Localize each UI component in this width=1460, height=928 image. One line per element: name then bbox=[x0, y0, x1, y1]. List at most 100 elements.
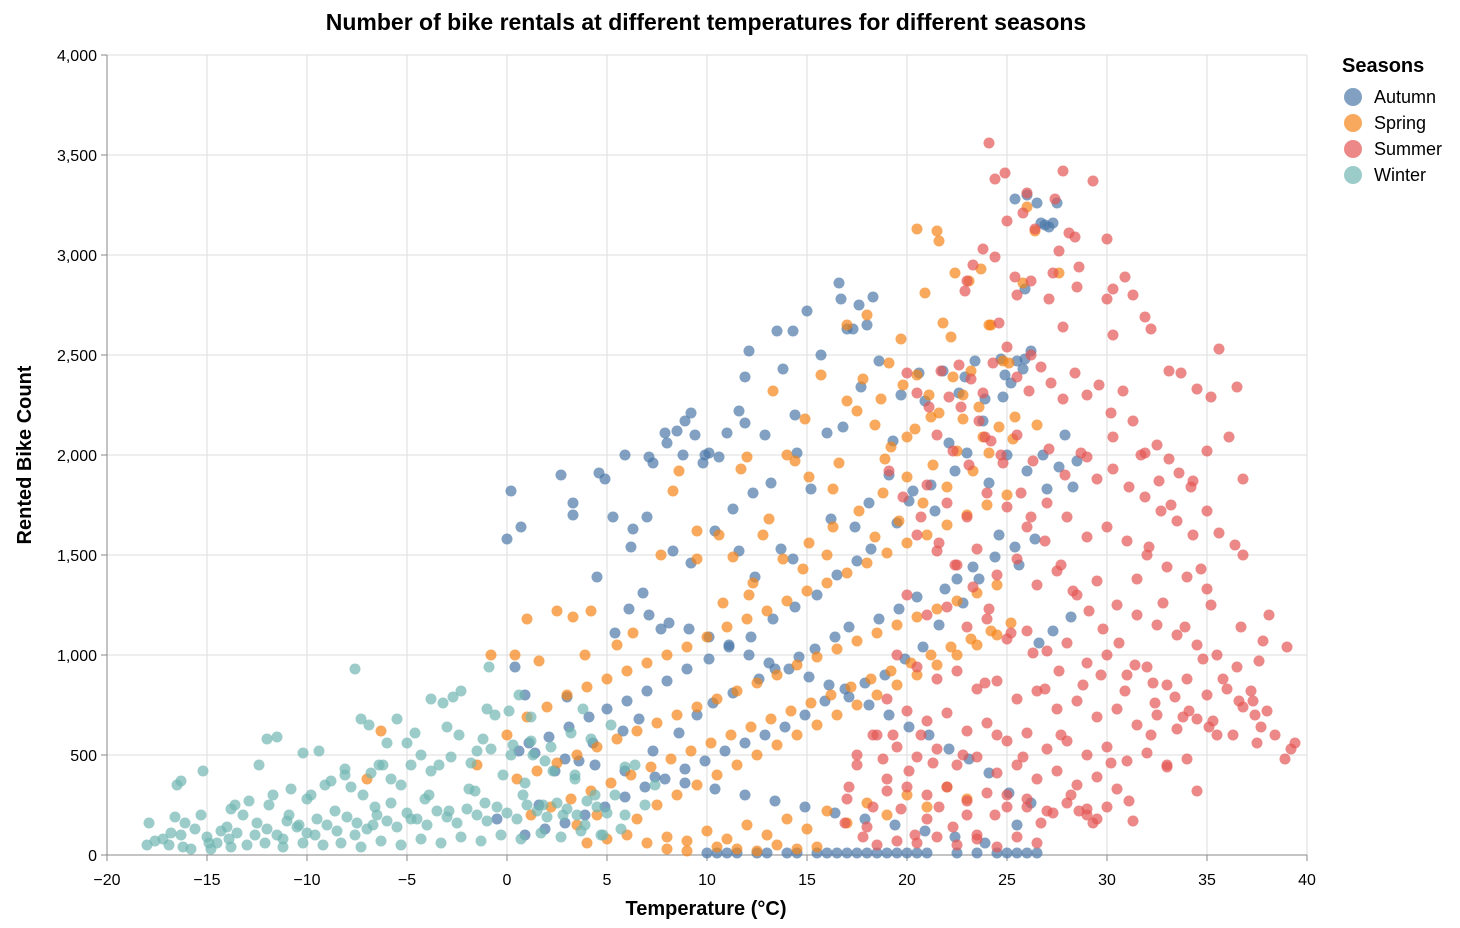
data-point bbox=[897, 379, 909, 391]
data-point bbox=[1057, 165, 1069, 177]
data-point bbox=[941, 519, 953, 531]
data-point bbox=[491, 813, 503, 825]
data-point bbox=[1175, 367, 1187, 379]
data-point bbox=[425, 693, 437, 705]
data-point bbox=[851, 759, 863, 771]
data-point bbox=[721, 833, 733, 845]
data-point bbox=[615, 823, 627, 835]
data-point bbox=[641, 837, 653, 849]
data-point bbox=[1069, 367, 1081, 379]
data-point bbox=[1021, 727, 1033, 739]
data-point bbox=[1011, 289, 1023, 301]
data-point bbox=[743, 649, 755, 661]
data-point bbox=[665, 753, 677, 765]
data-point bbox=[1263, 609, 1275, 621]
data-point bbox=[531, 805, 543, 817]
data-point bbox=[1081, 389, 1093, 401]
data-point bbox=[481, 703, 493, 715]
data-point bbox=[581, 681, 593, 693]
data-point bbox=[685, 745, 697, 757]
data-point bbox=[483, 661, 495, 673]
data-point bbox=[1113, 637, 1125, 649]
data-point bbox=[1073, 261, 1085, 273]
data-point bbox=[711, 841, 723, 853]
data-point bbox=[647, 745, 659, 757]
data-point bbox=[1011, 759, 1023, 771]
data-point bbox=[731, 843, 743, 855]
data-point bbox=[637, 587, 649, 599]
data-point bbox=[639, 781, 651, 793]
data-point bbox=[1067, 585, 1079, 597]
data-point bbox=[1181, 673, 1193, 685]
data-point bbox=[789, 601, 801, 613]
data-point bbox=[651, 799, 663, 811]
data-point bbox=[931, 673, 943, 685]
data-point bbox=[601, 673, 613, 685]
data-point bbox=[601, 703, 613, 715]
legend-symbol-summer bbox=[1344, 140, 1362, 158]
legend-symbol-autumn bbox=[1344, 88, 1362, 106]
data-point bbox=[1053, 245, 1065, 257]
data-point bbox=[1035, 361, 1047, 373]
data-point bbox=[471, 809, 483, 821]
data-point bbox=[1211, 729, 1223, 741]
data-point bbox=[661, 649, 673, 661]
data-point bbox=[931, 429, 943, 441]
data-point bbox=[911, 369, 923, 381]
data-point bbox=[911, 847, 923, 859]
data-point bbox=[893, 603, 905, 615]
data-point bbox=[1009, 193, 1021, 205]
data-point bbox=[837, 421, 849, 433]
data-point bbox=[567, 611, 579, 623]
data-point bbox=[1145, 323, 1157, 335]
data-point bbox=[1201, 583, 1213, 595]
data-point bbox=[531, 765, 543, 777]
data-point bbox=[931, 225, 943, 237]
data-point bbox=[631, 813, 643, 825]
data-point bbox=[721, 847, 733, 859]
data-point bbox=[201, 831, 213, 843]
data-point bbox=[661, 437, 673, 449]
data-point bbox=[175, 829, 187, 841]
data-point bbox=[621, 695, 633, 707]
data-point bbox=[165, 827, 177, 839]
data-point bbox=[771, 325, 783, 337]
data-point bbox=[799, 709, 811, 721]
x-axis-title: Temperature (°C) bbox=[626, 898, 787, 920]
data-point bbox=[1141, 747, 1153, 759]
y-tick-label: 3,000 bbox=[57, 248, 97, 265]
data-point bbox=[391, 821, 403, 833]
data-point bbox=[851, 749, 863, 761]
data-point bbox=[1053, 461, 1065, 473]
data-point bbox=[761, 829, 773, 841]
data-point bbox=[981, 787, 993, 799]
data-point bbox=[1285, 743, 1297, 755]
legend: Seasons Autumn Spring Summer Winter bbox=[1342, 55, 1442, 185]
data-point bbox=[947, 821, 959, 833]
data-point bbox=[1025, 275, 1037, 287]
data-point bbox=[881, 773, 893, 785]
data-point bbox=[701, 631, 713, 643]
data-point bbox=[225, 803, 237, 815]
data-point bbox=[961, 725, 973, 737]
data-point bbox=[767, 613, 779, 625]
data-point bbox=[901, 471, 913, 483]
data-point bbox=[631, 725, 643, 737]
data-point bbox=[205, 843, 217, 855]
data-point bbox=[555, 831, 567, 843]
data-point bbox=[489, 709, 501, 721]
data-point bbox=[991, 675, 1003, 687]
data-point bbox=[1011, 819, 1023, 831]
data-point bbox=[911, 661, 923, 673]
y-tick-label: 0 bbox=[88, 848, 97, 865]
data-point bbox=[1025, 511, 1037, 523]
data-point bbox=[857, 373, 869, 385]
data-point bbox=[1031, 419, 1043, 431]
data-point bbox=[897, 491, 909, 503]
data-point bbox=[259, 837, 271, 849]
data-point bbox=[745, 721, 757, 733]
data-point bbox=[1029, 223, 1041, 235]
data-point bbox=[911, 669, 923, 681]
data-point bbox=[1211, 649, 1223, 661]
data-point bbox=[941, 481, 953, 493]
